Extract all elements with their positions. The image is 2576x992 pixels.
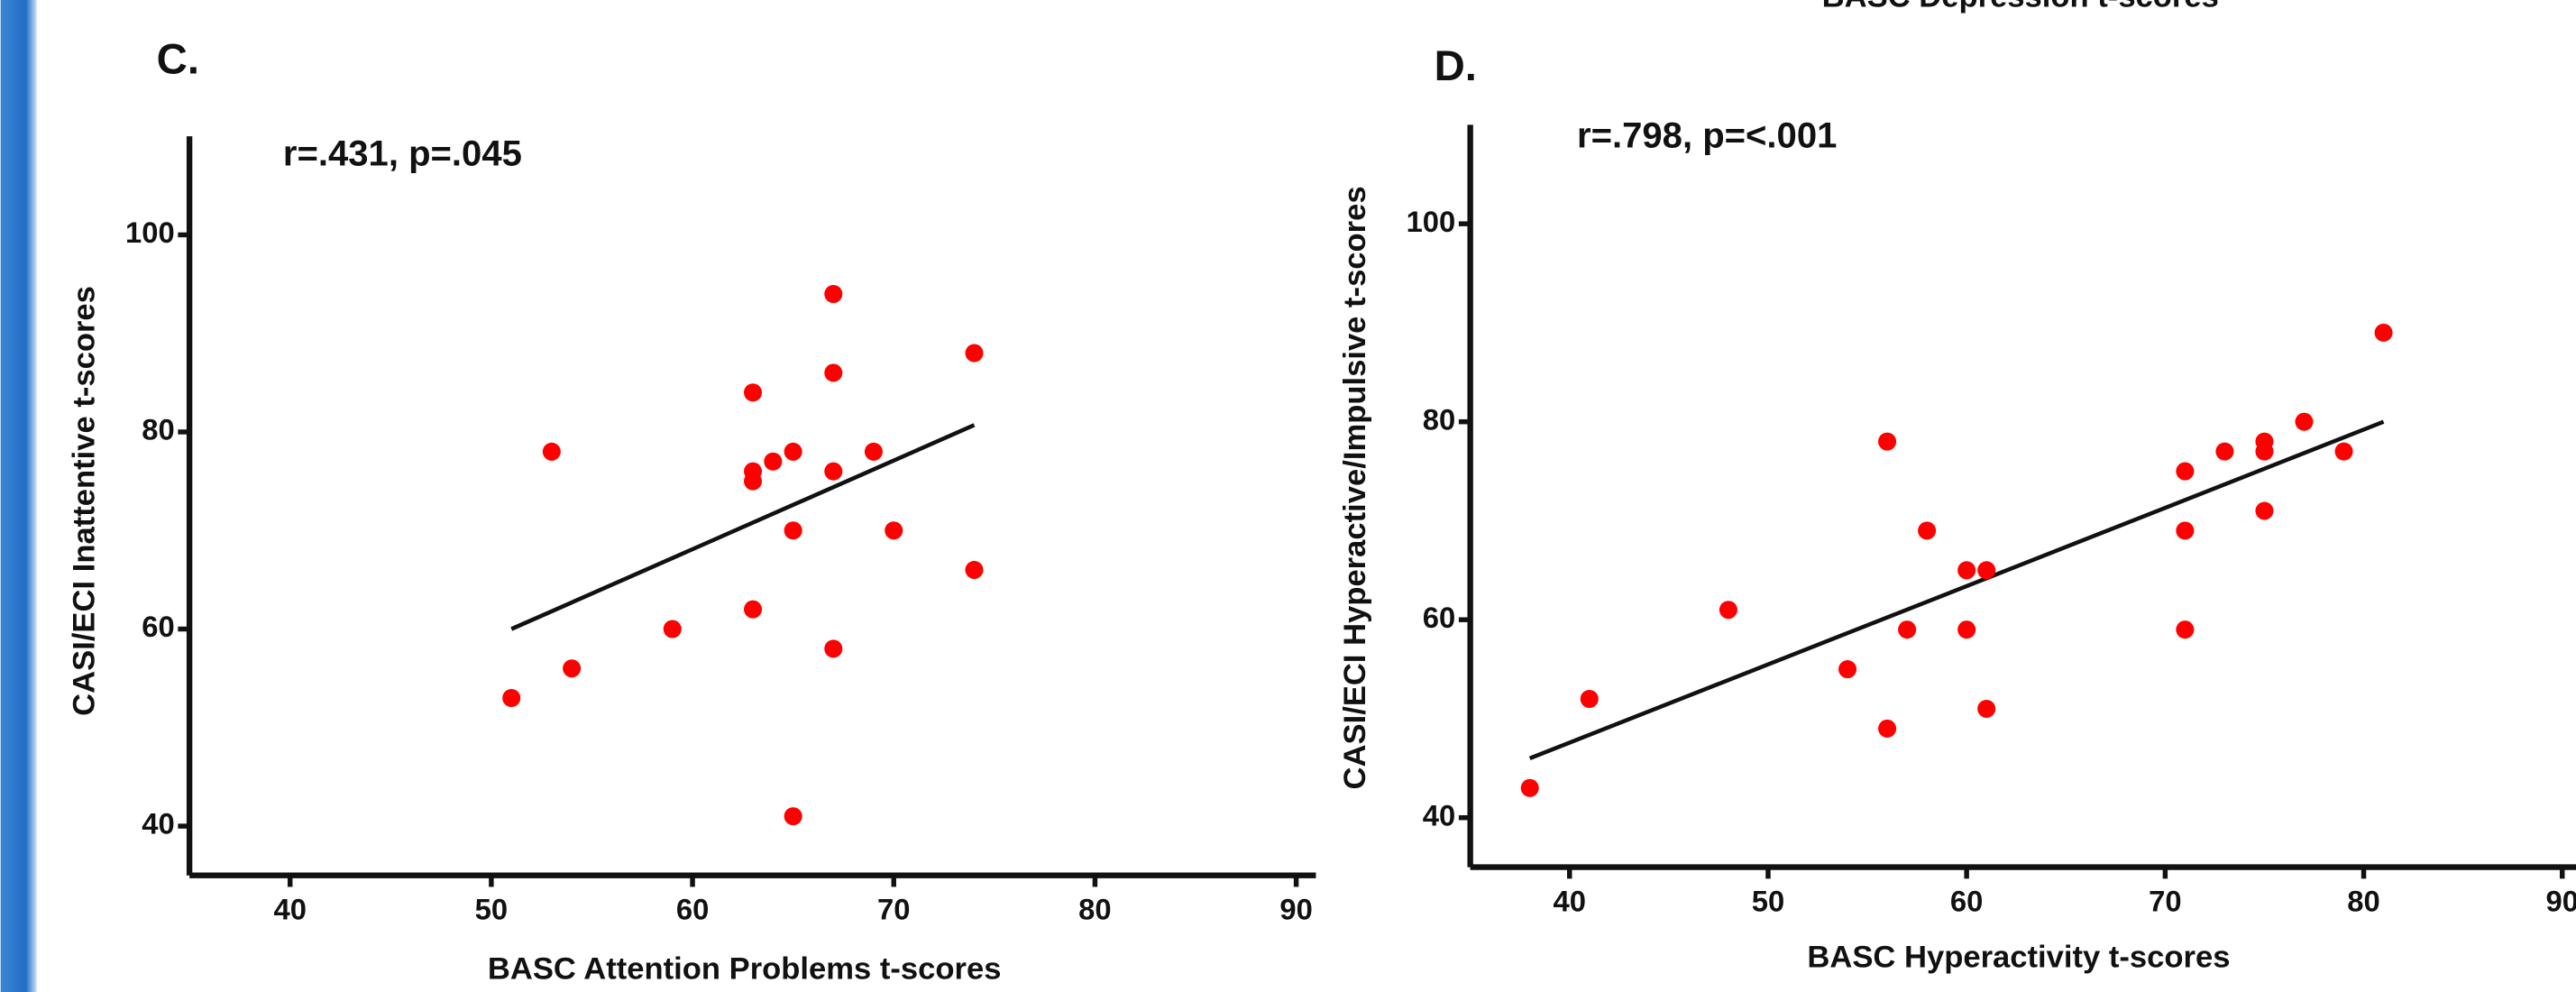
x-tick-label: 90 xyxy=(1279,892,1312,925)
annotation: r=.798, p=<.001 xyxy=(1577,116,1837,156)
point xyxy=(1918,521,1937,540)
point xyxy=(2176,462,2195,481)
x-tick-label: 70 xyxy=(2149,884,2181,917)
point xyxy=(784,807,802,826)
point xyxy=(1957,620,1976,639)
point xyxy=(1878,719,1897,738)
annotation: r=.431, p=.045 xyxy=(283,134,522,174)
point xyxy=(2295,412,2314,431)
point xyxy=(784,521,802,540)
x-axis-title: BASC Hyperactivity t-scores xyxy=(1807,941,2230,975)
point xyxy=(824,639,843,658)
point xyxy=(824,363,843,382)
panel-label: D. xyxy=(1435,42,1477,90)
point xyxy=(1957,561,1976,580)
point xyxy=(1977,699,1996,718)
point xyxy=(744,472,763,491)
point xyxy=(663,620,682,638)
y-tick-label: 40 xyxy=(1423,798,1455,831)
point xyxy=(2215,442,2234,461)
point xyxy=(1977,561,1996,580)
trend-line xyxy=(1528,419,2385,760)
cropped-title: BASC Depression t-scores xyxy=(1822,0,2219,14)
x-tick-label: 80 xyxy=(1078,892,1111,925)
point xyxy=(764,452,783,471)
point xyxy=(965,344,984,363)
point xyxy=(965,560,984,579)
x-axis-title: BASC Attention Problems t-scores xyxy=(488,951,1002,986)
point xyxy=(1898,620,1917,639)
x-tick-label: 50 xyxy=(475,892,508,925)
point xyxy=(502,688,521,708)
x-tick-label: 50 xyxy=(1752,884,1784,917)
point xyxy=(2334,442,2353,461)
point xyxy=(824,284,843,304)
chart: 40 60 80 100 40 50 60 70 80 90 C. r=.431, p=.045 BAS… xyxy=(68,36,1316,986)
point xyxy=(1520,778,1539,797)
y-tick-label: 40 xyxy=(142,807,174,840)
panel-label: C. xyxy=(157,36,199,84)
point xyxy=(864,442,883,461)
y-tick-label: 60 xyxy=(142,610,174,643)
x-tick-label: 90 xyxy=(2546,884,2576,917)
y-tick-label: 100 xyxy=(1407,205,1456,238)
x-tick-label: 60 xyxy=(1950,884,1983,917)
y-axis-title: CASI/ECI Hyperactive/Impulsive t-scores xyxy=(1338,186,1372,789)
y-tick-label: 60 xyxy=(1423,601,1455,634)
point xyxy=(744,383,763,402)
point xyxy=(1878,432,1897,451)
point xyxy=(885,521,903,540)
point xyxy=(2255,501,2274,520)
point xyxy=(784,442,802,461)
chart: 40 60 80 100 40 50 60 70 80 90 D. r=.798, p=<.001 BA… xyxy=(1338,42,2576,975)
point xyxy=(2176,620,2195,639)
point xyxy=(2255,442,2274,461)
x-tick-label: 80 xyxy=(2347,884,2379,917)
point xyxy=(824,462,843,481)
point xyxy=(542,442,561,461)
point xyxy=(2176,521,2195,540)
point xyxy=(563,659,582,678)
x-tick-label: 60 xyxy=(676,892,709,925)
point xyxy=(744,600,763,619)
side-bar xyxy=(0,0,37,992)
x-tick-label: 70 xyxy=(877,892,910,925)
y-tick-label: 80 xyxy=(1423,402,1455,436)
point xyxy=(1838,660,1857,679)
point xyxy=(2374,323,2393,342)
x-tick-label: 40 xyxy=(273,892,306,925)
trend-line xyxy=(510,423,976,631)
charts: 40 60 80 100 40 50 60 70 80 90 C. r=.431, p=.045 BAS… xyxy=(68,36,2576,986)
y-tick-label: 100 xyxy=(125,216,175,249)
point xyxy=(1580,689,1599,709)
point xyxy=(1719,601,1737,620)
x-tick-label: 40 xyxy=(1554,884,1586,917)
y-tick-label: 80 xyxy=(142,413,174,446)
y-axis-title: CASI/ECI Inattentive t-scores xyxy=(68,286,102,716)
